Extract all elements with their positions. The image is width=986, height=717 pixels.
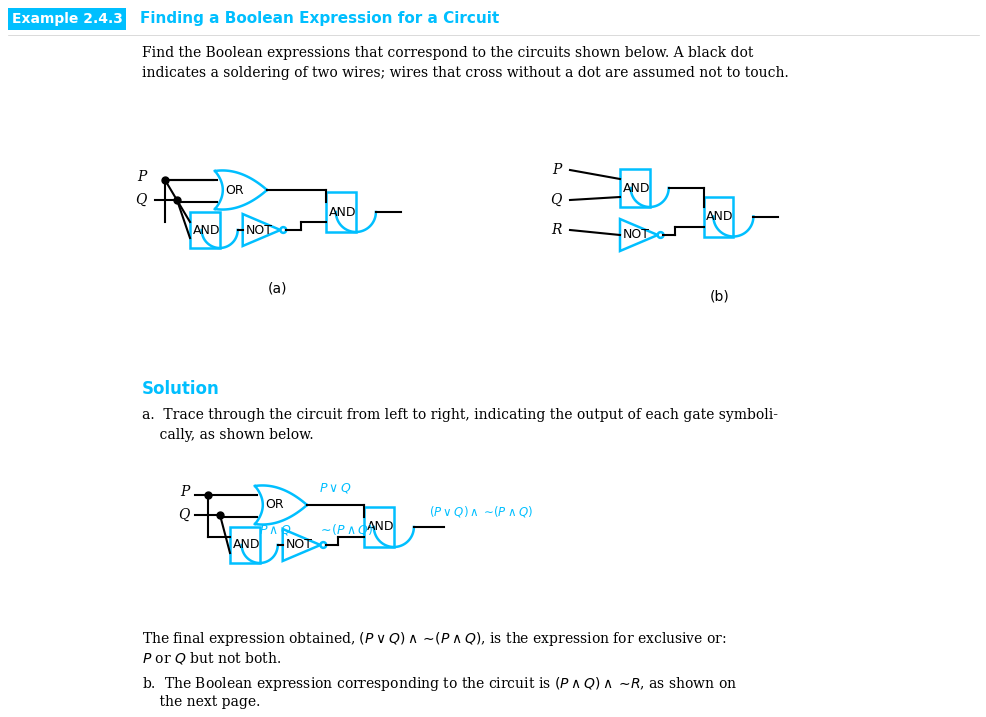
Text: Q: Q bbox=[550, 193, 561, 207]
Text: Finding a Boolean Expression for a Circuit: Finding a Boolean Expression for a Circu… bbox=[140, 11, 499, 27]
Text: $P \wedge Q$: $P \wedge Q$ bbox=[258, 523, 291, 537]
Text: P: P bbox=[180, 485, 190, 499]
Text: AND: AND bbox=[705, 210, 733, 223]
Text: b.  The Boolean expression corresponding to the circuit is $(P \wedge Q) \wedge : b. The Boolean expression corresponding … bbox=[142, 675, 737, 693]
Text: (b): (b) bbox=[709, 290, 729, 304]
Text: AND: AND bbox=[366, 521, 393, 533]
Text: Q: Q bbox=[178, 508, 190, 522]
Text: Q: Q bbox=[135, 193, 147, 207]
Text: $P \vee Q$: $P \vee Q$ bbox=[318, 481, 352, 495]
Text: AND: AND bbox=[622, 181, 650, 194]
Text: Example 2.4.3: Example 2.4.3 bbox=[12, 12, 122, 26]
Text: a.  Trace through the circuit from left to right, indicating the output of each : a. Trace through the circuit from left t… bbox=[142, 408, 777, 442]
Text: OR: OR bbox=[225, 184, 244, 196]
Text: $(P \vee Q) \wedge \sim\!(P \wedge Q)$: $(P \vee Q) \wedge \sim\!(P \wedge Q)$ bbox=[429, 504, 532, 519]
Text: R: R bbox=[551, 223, 561, 237]
Text: $P$ or $Q$ but not both.: $P$ or $Q$ but not both. bbox=[142, 650, 281, 666]
Text: AND: AND bbox=[192, 224, 220, 237]
Text: Solution: Solution bbox=[142, 380, 220, 398]
Text: P: P bbox=[137, 170, 147, 184]
Text: The final expression obtained, $(P \vee Q) \wedge \sim\!(P \wedge Q)$, is the ex: The final expression obtained, $(P \vee … bbox=[142, 630, 726, 648]
Text: (a): (a) bbox=[268, 282, 287, 296]
Text: P: P bbox=[552, 163, 561, 177]
Text: NOT: NOT bbox=[285, 538, 312, 551]
Text: NOT: NOT bbox=[622, 229, 649, 242]
FancyBboxPatch shape bbox=[8, 8, 126, 30]
Text: the next page.: the next page. bbox=[142, 695, 260, 709]
Text: $\sim\!(P \wedge Q)$: $\sim\!(P \wedge Q)$ bbox=[318, 522, 374, 537]
Text: AND: AND bbox=[328, 206, 356, 219]
Text: NOT: NOT bbox=[246, 224, 272, 237]
Text: AND: AND bbox=[233, 538, 259, 551]
Text: Find the Boolean expressions that correspond to the circuits shown below. A blac: Find the Boolean expressions that corres… bbox=[142, 46, 788, 80]
Text: OR: OR bbox=[265, 498, 284, 511]
